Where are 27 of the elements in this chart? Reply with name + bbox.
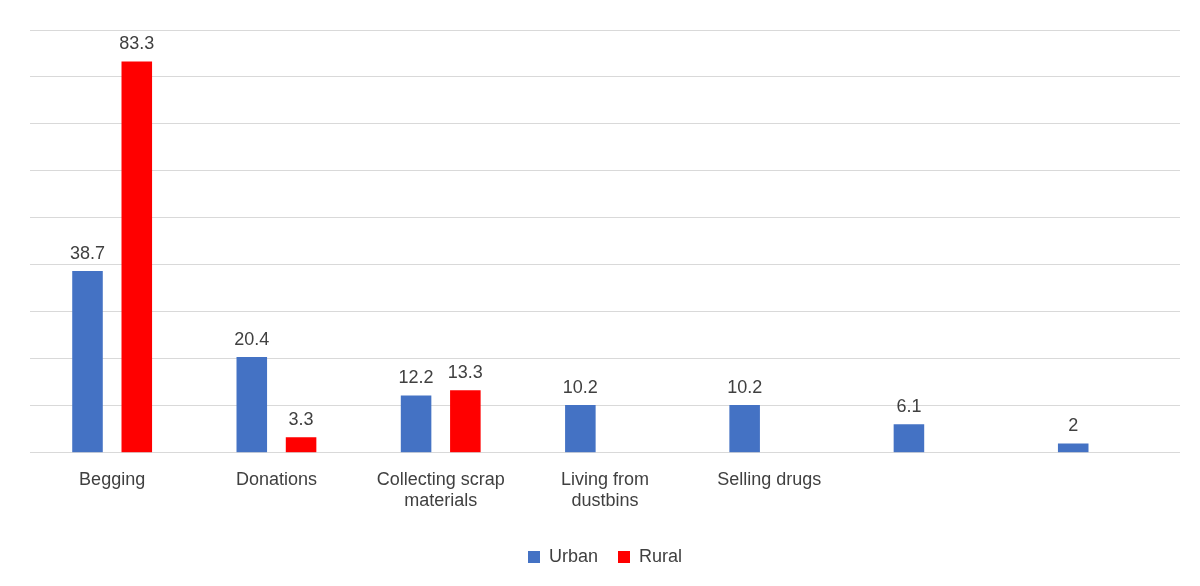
x-tick-label: Collecting scrap materials — [376, 468, 505, 511]
data-label: 10.2 — [727, 376, 763, 397]
bar — [565, 404, 596, 453]
bar — [450, 390, 481, 453]
bar — [893, 424, 925, 453]
bar — [236, 356, 268, 453]
x-tick-label: Selling drugs — [717, 468, 822, 489]
legend-label: Urban — [548, 545, 599, 566]
data-label: 12.2 — [398, 367, 434, 388]
data-label: 10.2 — [562, 376, 598, 397]
x-tick-label: Donations — [235, 468, 317, 489]
data-label: 3.3 — [288, 409, 314, 430]
data-label: 83.3 — [119, 33, 155, 54]
bar — [1057, 443, 1089, 453]
data-label: 13.3 — [447, 362, 483, 383]
data-label: 38.7 — [69, 242, 106, 263]
data-label: 6.1 — [896, 396, 922, 417]
bar — [72, 271, 103, 453]
x-tick-label: Living from dustbins — [560, 468, 650, 511]
bar — [400, 395, 432, 453]
data-label: 2 — [1068, 415, 1079, 436]
bar — [121, 61, 153, 453]
bar — [729, 404, 760, 453]
legend-label: Rural — [639, 545, 683, 566]
data-label: 20.4 — [234, 328, 270, 349]
bar — [285, 437, 317, 453]
x-tick-label: Begging — [79, 468, 146, 489]
